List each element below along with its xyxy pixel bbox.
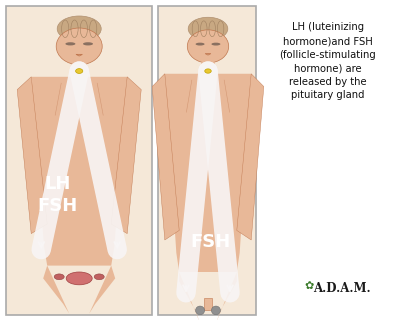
Ellipse shape	[212, 306, 220, 315]
Text: LH: LH	[45, 175, 71, 193]
Ellipse shape	[205, 69, 211, 73]
Ellipse shape	[187, 30, 229, 63]
Ellipse shape	[83, 42, 93, 45]
Ellipse shape	[196, 306, 204, 315]
Ellipse shape	[196, 43, 204, 45]
Text: FSH: FSH	[38, 197, 78, 215]
Ellipse shape	[66, 42, 76, 45]
Polygon shape	[43, 266, 69, 314]
Ellipse shape	[57, 16, 101, 42]
Ellipse shape	[94, 274, 104, 280]
Polygon shape	[111, 77, 141, 234]
Polygon shape	[216, 272, 237, 320]
Ellipse shape	[76, 69, 83, 74]
Polygon shape	[165, 74, 251, 272]
Text: ✿: ✿	[304, 281, 314, 292]
Polygon shape	[70, 63, 88, 77]
Text: LH (luteinizing
hormone)and FSH
(follicle-stimulating
hormone) are
released by t: LH (luteinizing hormone)and FSH (follicl…	[280, 22, 376, 100]
Ellipse shape	[56, 28, 102, 65]
Bar	[158, 6, 256, 315]
Polygon shape	[31, 77, 127, 266]
Polygon shape	[152, 74, 179, 240]
Polygon shape	[17, 77, 47, 234]
Ellipse shape	[188, 17, 228, 40]
Polygon shape	[89, 266, 115, 314]
Polygon shape	[204, 298, 212, 310]
Polygon shape	[200, 61, 216, 74]
Ellipse shape	[54, 274, 64, 280]
Ellipse shape	[212, 43, 220, 45]
Text: A.D.A.M.: A.D.A.M.	[313, 282, 371, 294]
Text: FSH: FSH	[190, 233, 230, 251]
Bar	[6, 6, 152, 315]
Ellipse shape	[66, 272, 92, 285]
Polygon shape	[237, 74, 264, 240]
Polygon shape	[179, 272, 200, 320]
